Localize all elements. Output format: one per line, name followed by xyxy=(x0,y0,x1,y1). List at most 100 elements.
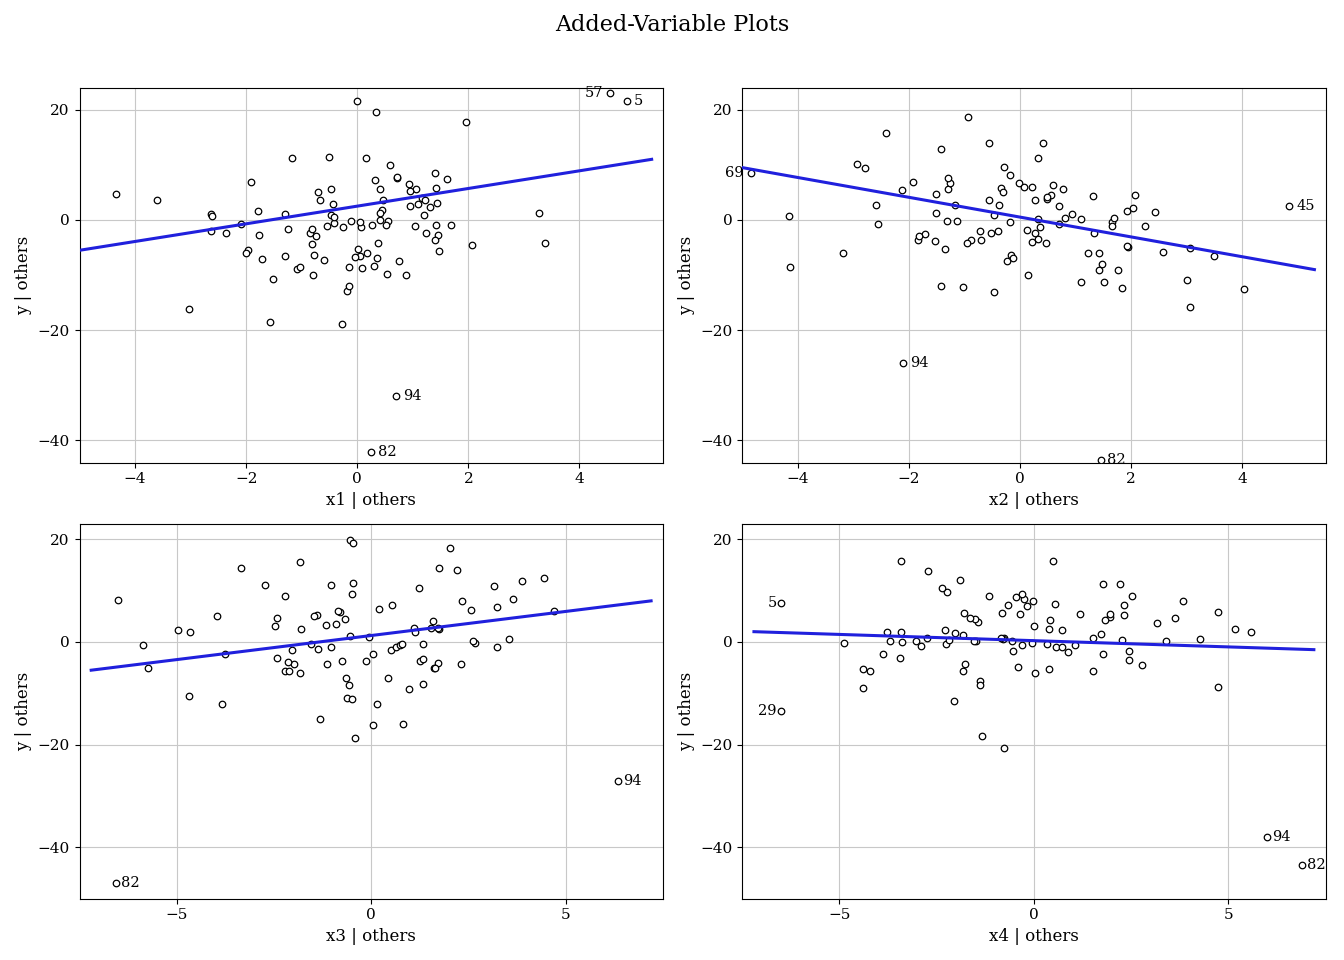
Point xyxy=(341,536,363,551)
Point xyxy=(249,228,270,243)
Point xyxy=(1102,214,1124,229)
Text: 82: 82 xyxy=(378,444,396,459)
Point xyxy=(1144,204,1165,220)
Point xyxy=(891,182,913,198)
Point xyxy=(980,226,1001,241)
Point xyxy=(1068,607,1090,622)
Text: 82: 82 xyxy=(1306,858,1325,873)
Point xyxy=(535,235,556,251)
Point xyxy=(343,575,364,590)
Point xyxy=(427,620,449,636)
Point xyxy=(146,192,168,207)
Point xyxy=(1032,135,1054,151)
Point xyxy=(528,205,550,221)
Point xyxy=(278,663,300,679)
Point xyxy=(657,587,679,602)
Point xyxy=(1082,188,1103,204)
Point xyxy=(1044,639,1066,655)
Point xyxy=(316,657,337,672)
Point xyxy=(935,636,957,652)
Point xyxy=(1111,280,1133,296)
Point xyxy=(398,177,419,192)
Point xyxy=(1021,180,1043,195)
Point xyxy=(511,574,532,589)
Point xyxy=(534,570,555,586)
Point xyxy=(952,279,973,295)
Point xyxy=(366,696,387,711)
Point xyxy=(380,597,402,612)
Point xyxy=(399,183,421,199)
Point xyxy=(991,631,1012,646)
Point xyxy=(337,283,359,299)
Point xyxy=(1241,625,1262,640)
Point xyxy=(1058,644,1079,660)
Point xyxy=(461,237,482,252)
Point xyxy=(1146,615,1168,631)
Point xyxy=(939,176,961,191)
Point xyxy=(1016,598,1038,613)
Point xyxy=(993,740,1015,756)
Point xyxy=(274,588,296,604)
Point xyxy=(957,109,978,125)
X-axis label: x2 | others: x2 | others xyxy=(989,492,1079,509)
Point xyxy=(891,625,913,640)
Point xyxy=(366,251,387,266)
Point xyxy=(259,314,281,329)
Point xyxy=(413,636,434,652)
Point xyxy=(304,609,325,624)
Point xyxy=(435,171,457,186)
Point xyxy=(910,638,931,654)
Point xyxy=(106,876,128,891)
Point xyxy=(426,218,448,233)
Point xyxy=(1040,187,1062,203)
Point xyxy=(832,246,853,261)
Point xyxy=(411,191,433,206)
Point xyxy=(349,220,371,235)
Point xyxy=(1207,679,1228,694)
Point xyxy=(1292,857,1313,873)
Point xyxy=(1180,240,1202,255)
Point xyxy=(917,631,938,646)
Point xyxy=(978,588,1000,604)
Point xyxy=(982,207,1004,223)
Point xyxy=(347,242,368,257)
Point xyxy=(1094,612,1116,627)
Point xyxy=(1164,610,1185,625)
Point xyxy=(366,104,387,119)
Point xyxy=(379,156,401,172)
Point xyxy=(891,635,913,650)
Point xyxy=(914,227,935,242)
Point xyxy=(997,252,1019,268)
Point xyxy=(872,646,894,661)
Point xyxy=(852,661,874,677)
Point xyxy=(429,622,450,637)
Point xyxy=(616,94,637,109)
Point xyxy=(599,85,621,101)
Text: 94: 94 xyxy=(622,774,641,787)
Point xyxy=(1000,214,1021,229)
Point xyxy=(1172,593,1193,609)
Point xyxy=(306,608,328,623)
Point xyxy=(1089,262,1110,277)
Point xyxy=(355,151,376,166)
Point xyxy=(909,228,930,243)
Point xyxy=(969,677,991,692)
Point xyxy=(1101,219,1122,234)
Point xyxy=(1042,554,1063,569)
Point xyxy=(1257,829,1278,845)
Point xyxy=(215,226,237,241)
Point xyxy=(132,637,153,653)
X-axis label: x1 | others: x1 | others xyxy=(327,492,417,509)
Point xyxy=(1116,204,1137,219)
Point xyxy=(925,205,946,221)
Point xyxy=(304,248,325,263)
Point xyxy=(1027,211,1048,227)
Point xyxy=(370,205,391,221)
Point xyxy=(1043,178,1064,193)
Point xyxy=(890,650,911,665)
Point xyxy=(337,259,359,275)
Point xyxy=(937,213,958,228)
Point xyxy=(399,198,421,213)
Point xyxy=(106,186,128,202)
Point xyxy=(386,389,407,404)
